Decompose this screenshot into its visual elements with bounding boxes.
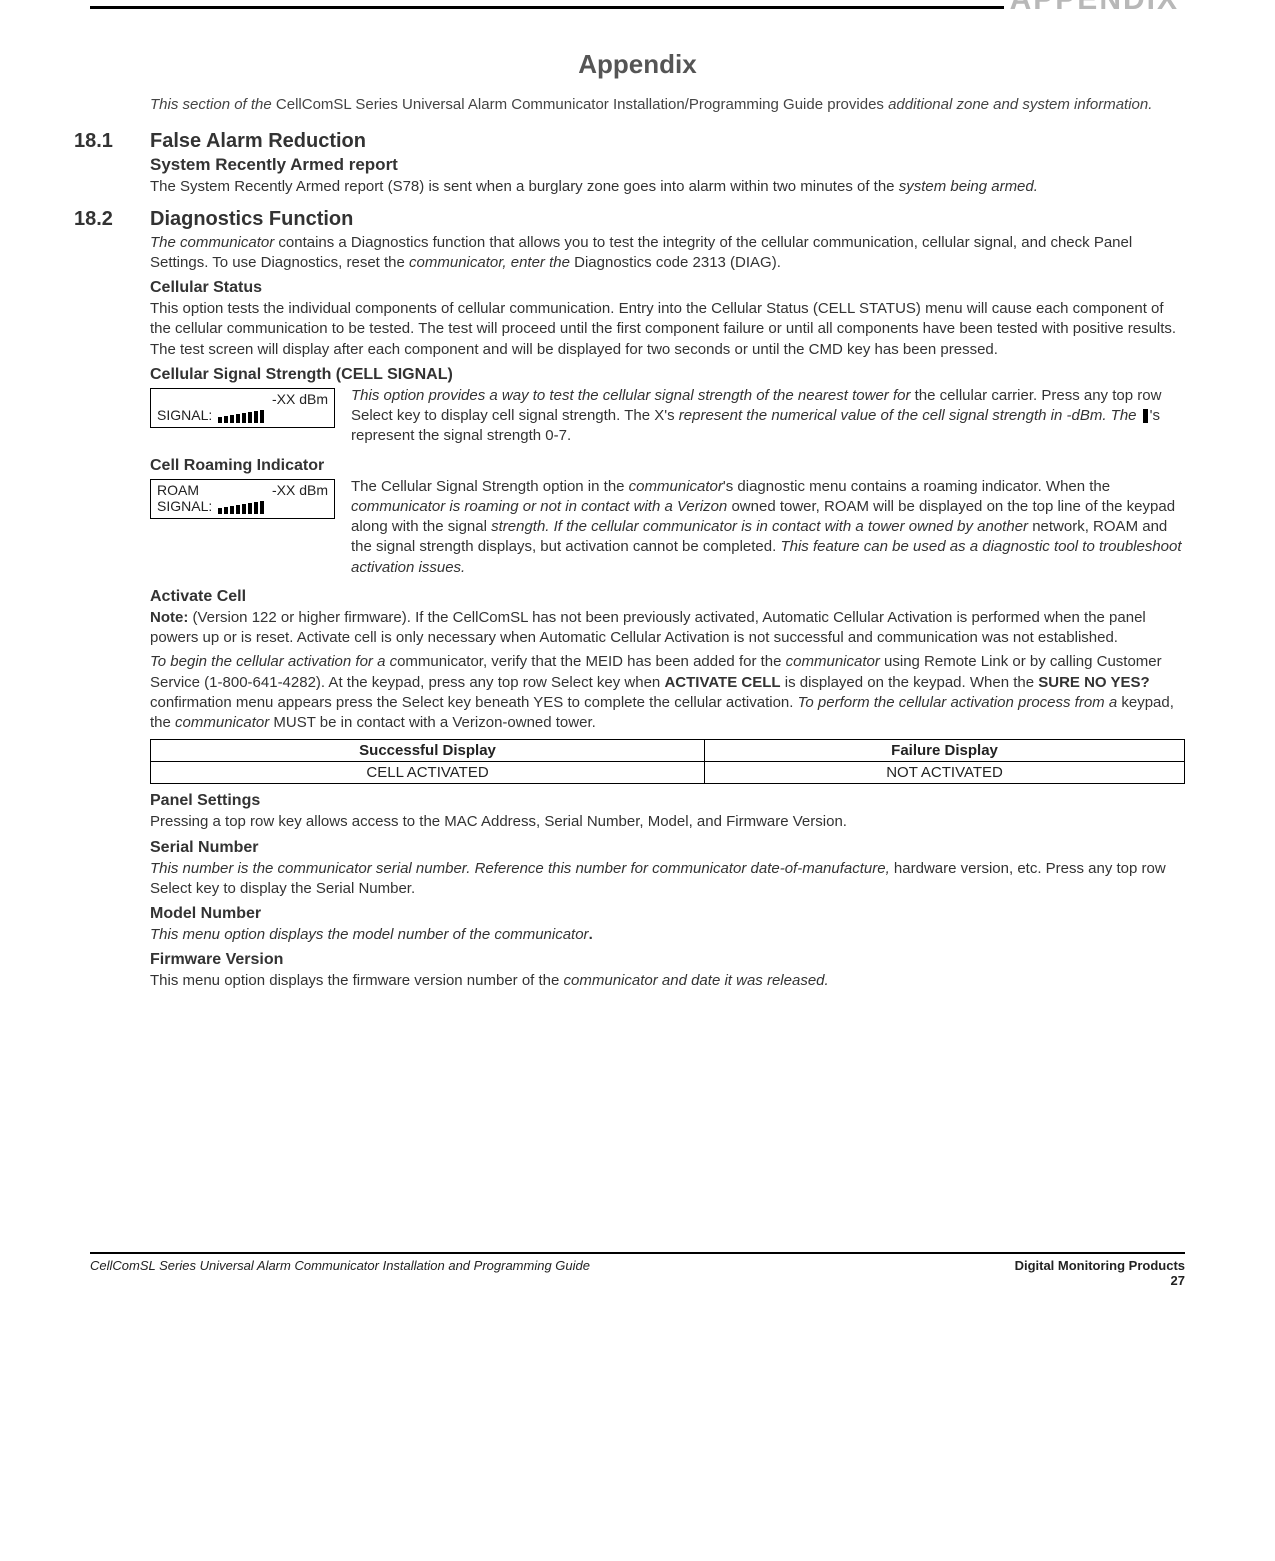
footer-page-number: 27 — [1015, 1273, 1185, 1288]
subheading-cell-signal-strength: Cellular Signal Strength (CELL SIGNAL) — [150, 366, 1185, 384]
lcd-roam-box: ROAM -XX dBm SIGNAL: — [150, 479, 335, 519]
body-181-a: The System Recently Armed report (S78) i… — [150, 178, 899, 195]
subheading-firmware-version: Firmware Version — [150, 951, 1185, 969]
act-p1: (Version 122 or higher firmware). If the… — [150, 609, 1146, 646]
subheading-system-recently-armed: System Recently Armed report — [150, 155, 1185, 175]
table-cell-failure: NOT ACTIVATED — [705, 762, 1185, 784]
intro-prefix: This section of the — [150, 96, 276, 113]
subheading-activate-cell: Activate Cell — [150, 588, 1185, 606]
css-body: This option provides a way to test the c… — [351, 386, 1185, 447]
section-number-182: 18.2 — [74, 208, 150, 231]
section-title-182: Diagnostics Function — [150, 208, 353, 231]
table-header-success: Successful Display — [151, 740, 705, 762]
roam-b: communicator — [629, 478, 723, 495]
roam-body: The Cellular Signal Strength option in t… — [351, 477, 1185, 578]
act2-b: ommunicator, verify that the MEID has be… — [397, 653, 786, 670]
single-bar-icon — [1143, 409, 1148, 423]
intro-paragraph: This section of the CellComSL Series Uni… — [150, 95, 1185, 115]
body-181: The System Recently Armed report (S78) i… — [150, 177, 1185, 197]
css-a: This option provides a way to test the c… — [351, 387, 915, 404]
table-cell-success: CELL ACTIVATED — [151, 762, 705, 784]
act2-f: is displayed on the keypad. When the — [781, 674, 1039, 691]
lcd-roam-label: ROAM — [157, 482, 199, 498]
footer-company: Digital Monitoring Products — [1015, 1258, 1185, 1273]
p1-c: communicator, enter the — [409, 254, 574, 271]
panel-body: Pressing a top row key allows access to … — [150, 812, 1185, 832]
page-footer: CellComSL Series Universal Alarm Communi… — [90, 1252, 1185, 1288]
roam-c: 's diagnostic menu contains a roaming in… — [723, 478, 1110, 495]
act2-l: MUST be in contact with a Verizon-owned … — [273, 714, 595, 731]
act2-c: communicator — [786, 653, 884, 670]
subheading-model-number: Model Number — [150, 905, 1185, 923]
act2-i: To perform the cellular activation proce… — [798, 694, 1122, 711]
css-c: represent the numerical value of the cel… — [679, 407, 1141, 424]
act2-a: To begin the cellular activation for a c — [150, 653, 397, 670]
fw-a: This menu option displays the firmware v… — [150, 972, 564, 989]
signal-bars-icon — [218, 409, 264, 423]
lcd-signal-label: SIGNAL: — [157, 407, 212, 423]
act2-e: ACTIVATE CELL — [664, 674, 780, 691]
model-text: This menu option displays the model numb… — [150, 926, 589, 943]
p1-d: Diagnostics code 2313 (DIAG). — [574, 254, 781, 271]
subheading-cellular-status: Cellular Status — [150, 279, 1185, 297]
section-number-181: 18.1 — [74, 130, 150, 153]
display-table: Successful Display Failure Display CELL … — [150, 739, 1185, 784]
lcd-signal-dbm: -XX dBm — [272, 391, 328, 407]
serial-a: This number is the communicator serial n… — [150, 860, 894, 877]
act2-h: confirmation menu appears press the Sele… — [150, 694, 798, 711]
subheading-serial-number: Serial Number — [150, 839, 1185, 857]
subheading-panel-settings: Panel Settings — [150, 792, 1185, 810]
subheading-cell-roaming: Cell Roaming Indicator — [150, 457, 1185, 475]
activate-note: Note: (Version 122 or higher firmware). … — [150, 608, 1185, 649]
roam-d: communicator is roaming or not in contac… — [351, 498, 731, 515]
header-band: APPENDIX — [1004, 0, 1185, 17]
body-182-p1: The communicator contains a Diagnostics … — [150, 233, 1185, 274]
firmware-body: This menu option displays the firmware v… — [150, 971, 1185, 991]
note-label: Note: — [150, 609, 188, 626]
cellular-status-body: This option tests the individual compone… — [150, 299, 1185, 360]
act2-k: communicator — [175, 714, 273, 731]
p1-a: The communicator — [150, 234, 278, 251]
lcd-roam-signal-label: SIGNAL: — [157, 498, 212, 514]
roam-f: strength. If the cellular communicator i… — [491, 518, 1032, 535]
lcd-signal-box: -XX dBm SIGNAL: — [150, 388, 335, 428]
body-181-b: system being armed. — [899, 178, 1038, 195]
page-title: Appendix — [90, 49, 1185, 80]
fw-b: communicator and date it was released. — [564, 972, 829, 989]
intro-mid: CellComSL Series Universal Alarm Communi… — [276, 96, 884, 113]
roam-a: The Cellular Signal Strength option in t… — [351, 478, 629, 495]
intro-suffix: additional zone and system information. — [884, 96, 1152, 113]
roam-signal-bars-icon — [218, 500, 264, 514]
footer-left: CellComSL Series Universal Alarm Communi… — [90, 1258, 590, 1273]
act2-g: SURE NO YES? — [1038, 674, 1149, 691]
activate-p2: To begin the cellular activation for a c… — [150, 652, 1185, 733]
section-title-181: False Alarm Reduction — [150, 130, 366, 153]
model-body: This menu option displays the model numb… — [150, 925, 1185, 945]
table-header-failure: Failure Display — [705, 740, 1185, 762]
model-period: . — [589, 926, 593, 943]
serial-body: This number is the communicator serial n… — [150, 859, 1185, 900]
lcd-roam-dbm: -XX dBm — [272, 482, 328, 498]
